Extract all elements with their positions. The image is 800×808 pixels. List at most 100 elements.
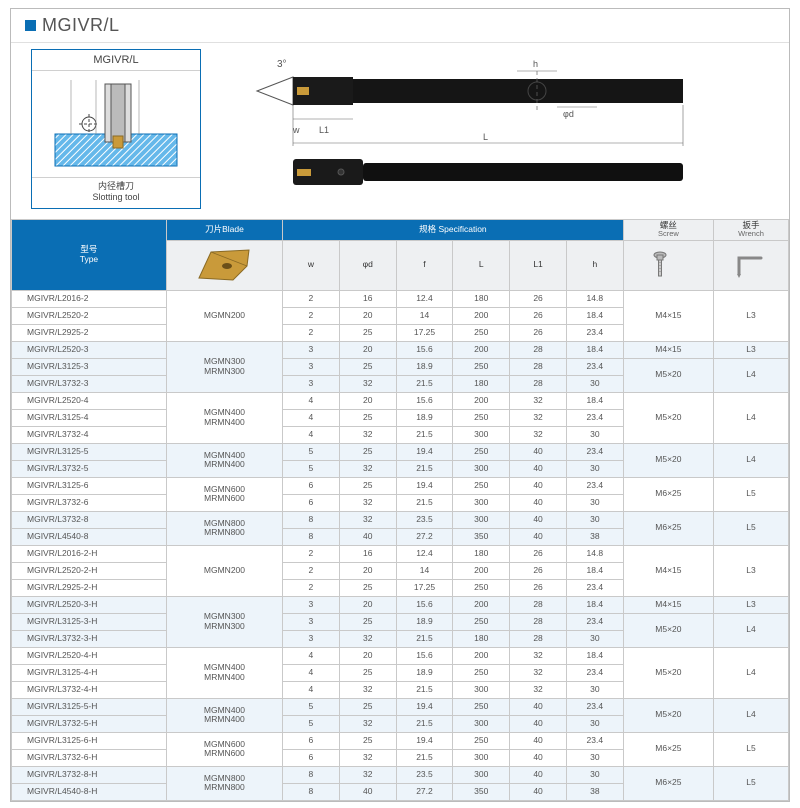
cell-wrench: L4 — [714, 358, 789, 392]
cell-value: 18.4 — [566, 647, 623, 664]
cell-value: 19.4 — [396, 698, 453, 715]
cell-value: 32 — [510, 664, 567, 681]
cell-value: 4 — [283, 392, 340, 409]
table-row: MGIVR/L2520-3-HMGMN300 MRMN30032015.6200… — [12, 596, 789, 613]
cell-value: 300 — [453, 426, 510, 443]
cell-value: 18.4 — [566, 596, 623, 613]
cell-value: 26 — [510, 324, 567, 341]
slotting-diagram-icon — [41, 74, 191, 174]
cell-value: 21.5 — [396, 460, 453, 477]
cell-value: 18.4 — [566, 392, 623, 409]
cell-value: 18.9 — [396, 358, 453, 375]
cell-value: 2 — [283, 324, 340, 341]
technical-drawing: 3° h w L1 φd — [225, 49, 769, 209]
cell-value: 21.5 — [396, 375, 453, 392]
cell-value: 300 — [453, 749, 510, 766]
cell-value: 5 — [283, 698, 340, 715]
cell-model: MGIVR/L3125-4-H — [12, 664, 167, 681]
cell-value: 14 — [396, 562, 453, 579]
cell-value: 40 — [510, 698, 567, 715]
cell-value: 26 — [510, 579, 567, 596]
cell-model: MGIVR/L2520-4-H — [12, 647, 167, 664]
cell-value: 28 — [510, 358, 567, 375]
title-square-icon — [25, 20, 36, 31]
hdr-wrench: 扳手 Wrench — [714, 220, 789, 241]
cell-model: MGIVR/L4540-8 — [12, 528, 167, 545]
table-row: MGIVR/L3125-5-HMGMN400 MRMN40052519.4250… — [12, 698, 789, 715]
cell-value: 40 — [510, 749, 567, 766]
cell-value: 25 — [339, 579, 396, 596]
cell-wrench: L4 — [714, 392, 789, 443]
cell-model: MGIVR/L3125-3-H — [12, 613, 167, 630]
cell-value: 12.4 — [396, 290, 453, 307]
cell-value: 25 — [339, 324, 396, 341]
cell-value: 32 — [339, 375, 396, 392]
cell-value: 28 — [510, 375, 567, 392]
cell-value: 23.4 — [566, 477, 623, 494]
cell-value: 8 — [283, 528, 340, 545]
cell-value: 300 — [453, 766, 510, 783]
cell-value: 18.9 — [396, 613, 453, 630]
cell-value: 32 — [339, 460, 396, 477]
cell-value: 23.4 — [566, 732, 623, 749]
cell-value: 6 — [283, 494, 340, 511]
cell-value: 18.9 — [396, 664, 453, 681]
cell-value: 16 — [339, 290, 396, 307]
cell-screw: M6×25 — [623, 732, 713, 766]
col-l1: L1 — [510, 240, 567, 290]
cell-value: 250 — [453, 613, 510, 630]
cell-blade: MGMN400 MRMN400 — [166, 443, 282, 477]
cell-value: 17.25 — [396, 324, 453, 341]
col-phid: φd — [339, 240, 396, 290]
cell-wrench: L3 — [714, 545, 789, 596]
cell-value: 300 — [453, 715, 510, 732]
cell-value: 350 — [453, 528, 510, 545]
table-row: MGIVR/L3125-3-H32518.92502823.4M5×20L4 — [12, 613, 789, 630]
cell-value: 250 — [453, 358, 510, 375]
cell-screw: M6×25 — [623, 477, 713, 511]
diagram-box: MGIVR/L — [31, 49, 201, 209]
cell-blade: MGMN800 MRMN800 — [166, 511, 282, 545]
cell-model: MGIVR/L3732-5-H — [12, 715, 167, 732]
cell-blade: MGMN600 MRMN600 — [166, 477, 282, 511]
cell-value: 8 — [283, 783, 340, 800]
cell-value: 25 — [339, 732, 396, 749]
cell-value: 32 — [339, 749, 396, 766]
cell-value: 20 — [339, 562, 396, 579]
cell-model: MGIVR/L3125-6 — [12, 477, 167, 494]
cell-value: 4 — [283, 426, 340, 443]
screw-image-cell — [623, 240, 713, 290]
cell-value: 40 — [510, 732, 567, 749]
cell-value: 3 — [283, 375, 340, 392]
cell-value: 32 — [339, 715, 396, 732]
cell-screw: M4×15 — [623, 545, 713, 596]
cell-value: 26 — [510, 562, 567, 579]
cell-value: 250 — [453, 579, 510, 596]
screw-icon — [648, 248, 688, 280]
wrench-image-cell — [714, 240, 789, 290]
cell-value: 28 — [510, 613, 567, 630]
dim-h: h — [533, 59, 538, 69]
cell-screw: M4×15 — [623, 596, 713, 613]
cell-value: 40 — [339, 783, 396, 800]
diagram-caption-en: Slotting tool — [32, 192, 200, 203]
cell-value: 32 — [339, 681, 396, 698]
cell-value: 28 — [510, 341, 567, 358]
cell-value: 2 — [283, 307, 340, 324]
cell-value: 23.4 — [566, 613, 623, 630]
cell-model: MGIVR/L3125-5 — [12, 443, 167, 460]
cell-value: 20 — [339, 392, 396, 409]
cell-value: 40 — [339, 528, 396, 545]
cell-model: MGIVR/L3125-5-H — [12, 698, 167, 715]
cell-value: 21.5 — [396, 630, 453, 647]
cell-screw: M4×15 — [623, 341, 713, 358]
cell-wrench: L5 — [714, 732, 789, 766]
cell-value: 21.5 — [396, 494, 453, 511]
cell-blade: MGMN400 MRMN400 — [166, 698, 282, 732]
cell-model: MGIVR/L2520-2 — [12, 307, 167, 324]
cell-value: 28 — [510, 630, 567, 647]
cell-value: 180 — [453, 290, 510, 307]
cell-value: 23.4 — [566, 324, 623, 341]
cell-value: 32 — [510, 409, 567, 426]
tool-drawing-icon: 3° h w L1 φd — [225, 49, 769, 209]
